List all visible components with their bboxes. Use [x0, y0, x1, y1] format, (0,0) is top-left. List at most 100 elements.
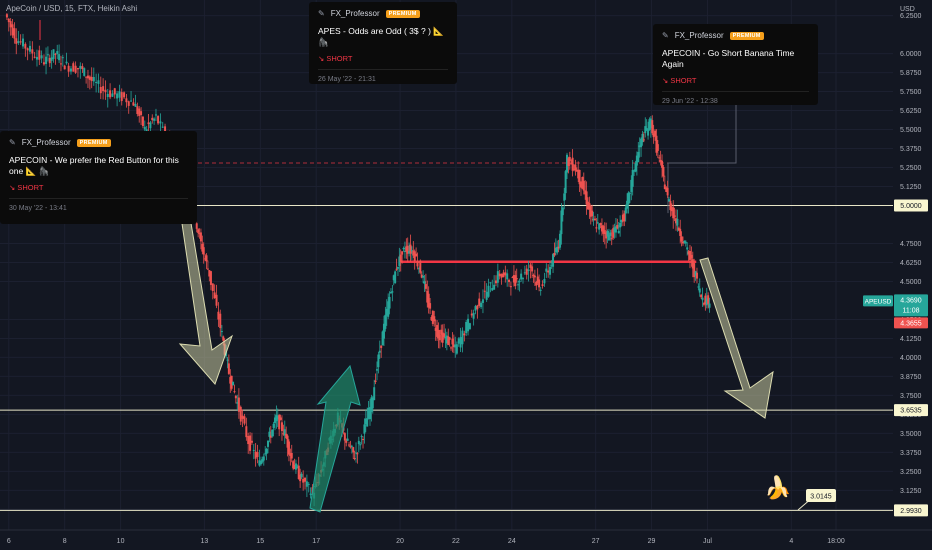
- candle-body: [106, 93, 109, 98]
- prev-price-box: [894, 317, 928, 329]
- candle-body: [496, 271, 499, 283]
- candle-body: [125, 98, 128, 103]
- candle-body: [578, 169, 581, 185]
- candle-body: [118, 91, 121, 98]
- idea-title: APECOIN - Go Short Banana Time Again: [662, 48, 795, 69]
- candle-body: [290, 452, 293, 459]
- candle-body: [382, 323, 385, 339]
- candle-body: [666, 187, 669, 196]
- level-price-box: [894, 504, 928, 517]
- candle-body: [431, 311, 434, 324]
- candle-body: [444, 336, 447, 339]
- candle-body: [381, 331, 384, 346]
- candle-body: [606, 231, 609, 237]
- candle-body: [436, 325, 439, 337]
- level-price-label: 3.6535: [900, 408, 922, 415]
- candle-body: [707, 295, 710, 304]
- price-tick-label: 4.6250: [900, 260, 922, 267]
- candle-body: [459, 337, 462, 348]
- candle-body: [204, 258, 207, 260]
- candle-body: [443, 333, 446, 338]
- candle-body: [272, 423, 275, 428]
- candle-body: [426, 291, 429, 303]
- candle-body: [684, 241, 687, 244]
- candle-body: [463, 333, 466, 336]
- candle-body: [455, 344, 458, 354]
- user-icon: ✎: [662, 31, 669, 40]
- level-price-label: 2.9930: [900, 508, 922, 515]
- candle-body: [297, 465, 300, 479]
- candle-body: [454, 344, 457, 348]
- candle-body: [140, 111, 143, 115]
- candle-body: [563, 193, 566, 201]
- candle-body: [19, 41, 22, 43]
- candle-body: [504, 272, 507, 276]
- candle-body: [217, 311, 220, 320]
- candle-body: [296, 466, 299, 468]
- candle-body: [58, 54, 61, 61]
- idea-author: FX_Professor: [21, 138, 71, 147]
- candle-body: [399, 254, 402, 262]
- candle-body: [229, 377, 232, 384]
- time-tick-label: 4: [789, 538, 793, 545]
- candle-body: [588, 203, 591, 210]
- candle-body: [147, 122, 150, 125]
- candle-body: [417, 268, 420, 270]
- candle-body: [197, 229, 200, 233]
- time-tick-label: Jul: [703, 538, 712, 545]
- idea-card-go-short[interactable]: ✎ FX_Professor PREMIUM APECOIN - Go Short …: [653, 24, 818, 105]
- candle-body: [515, 278, 518, 280]
- idea-card-apes-odds[interactable]: ✎ FX_Professor PREMIUM APES - Odds are Odd…: [309, 2, 457, 84]
- candle-body: [15, 38, 18, 44]
- candle-body: [566, 154, 569, 173]
- candle-body: [493, 284, 496, 290]
- candle-body: [662, 167, 665, 177]
- price-tick-label: 3.3750: [900, 450, 922, 457]
- price-tick-label: 5.1250: [900, 184, 922, 191]
- candle-body: [616, 225, 619, 229]
- candle-body: [427, 293, 430, 308]
- candle-body: [83, 68, 86, 76]
- candle-body: [413, 251, 416, 261]
- candle-body: [401, 251, 404, 255]
- time-tick-label: 18:00: [827, 538, 845, 545]
- candle-body: [527, 269, 530, 271]
- user-icon: ✎: [9, 138, 16, 147]
- candle-body: [226, 359, 229, 361]
- candle-body: [134, 103, 137, 107]
- candle-body: [480, 302, 483, 308]
- premium-badge: PREMIUM: [385, 9, 420, 18]
- candle-body: [282, 433, 285, 435]
- candle-body: [549, 267, 552, 275]
- candle-body: [429, 303, 432, 309]
- candle-body: [677, 227, 680, 231]
- candle-body: [249, 435, 252, 451]
- candle-body: [127, 101, 130, 106]
- candle-body: [136, 106, 139, 114]
- candle-body: [584, 190, 587, 195]
- candle-body: [92, 77, 95, 82]
- annotation-box: [806, 489, 836, 502]
- level-price-box: [894, 199, 928, 212]
- candle-body: [688, 251, 691, 260]
- candle-body: [533, 275, 536, 278]
- candle-body: [202, 247, 205, 255]
- candle-body: [38, 50, 41, 60]
- candle-body: [686, 247, 689, 250]
- candle-body: [52, 49, 55, 59]
- candle-body: [626, 200, 629, 209]
- idea-signal: ↘ SHORT: [318, 54, 353, 63]
- idea-card-red-button[interactable]: ✎ FX_Professor PREMIUM APECOIN - We prefer…: [0, 131, 197, 224]
- candle-body: [143, 126, 146, 130]
- candle-body: [600, 225, 603, 232]
- candle-body: [589, 206, 592, 217]
- candle-body: [280, 422, 283, 432]
- candle-body: [364, 418, 367, 425]
- candle-body: [227, 363, 230, 374]
- candle-body: [138, 108, 141, 116]
- candle-body: [46, 54, 49, 56]
- candle-body: [634, 163, 637, 172]
- candle-body: [35, 56, 38, 60]
- candle-body: [531, 266, 534, 272]
